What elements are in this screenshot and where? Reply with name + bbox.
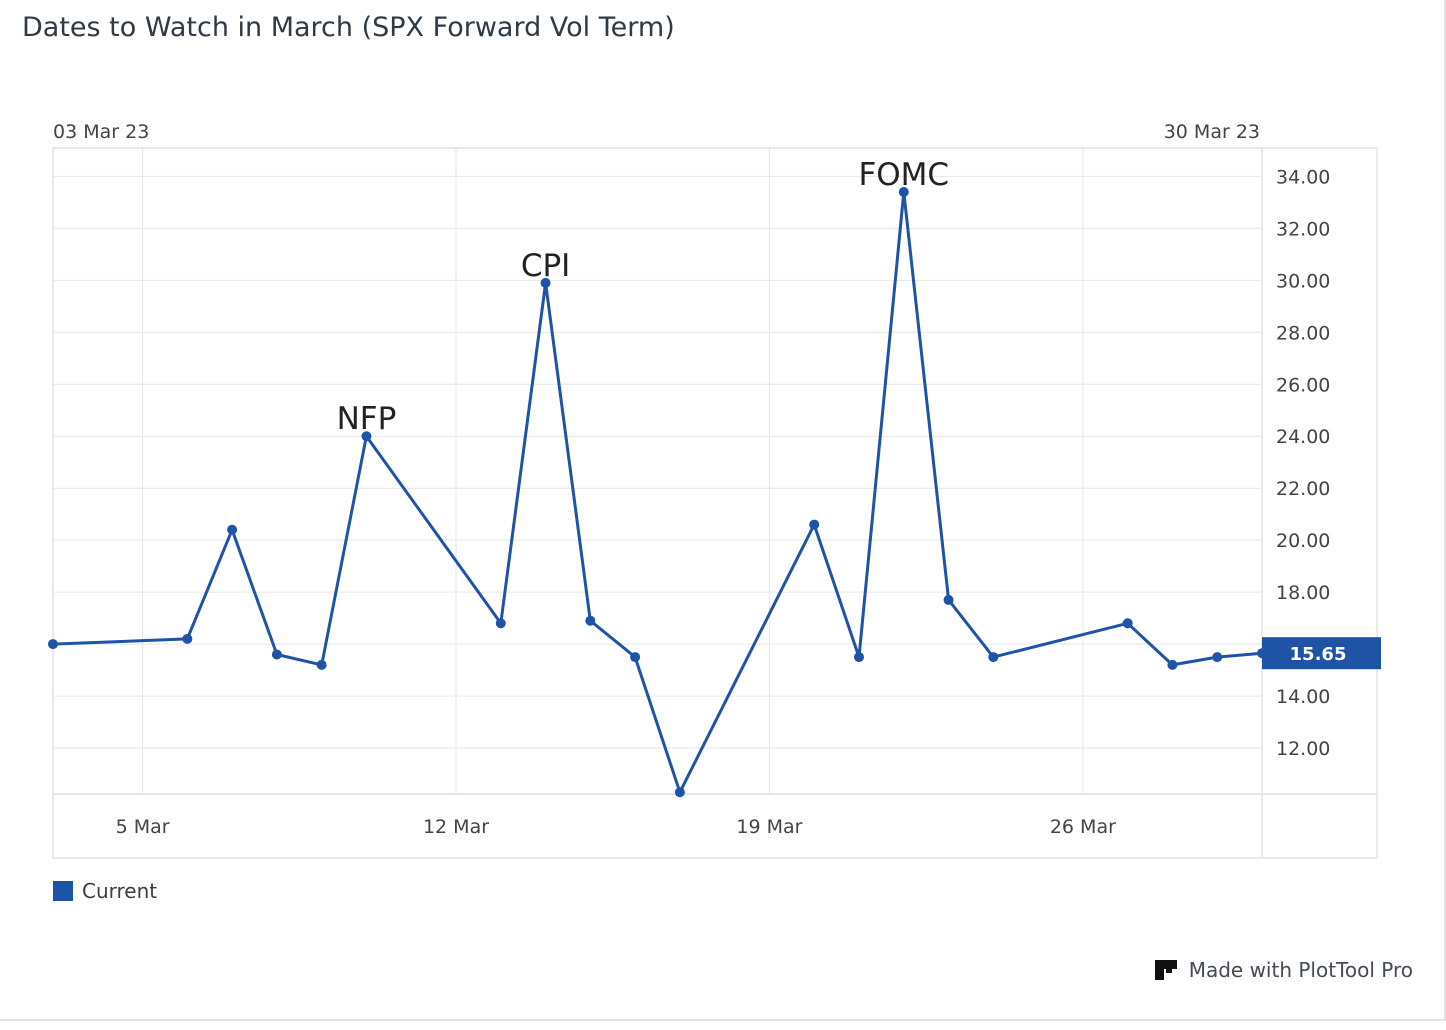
range-end-label: 30 Mar 23	[1164, 121, 1260, 143]
legend-swatch-current	[53, 881, 73, 901]
event-annotations: NFP CPI FOMC	[337, 157, 950, 437]
last-value-background	[1262, 637, 1381, 670]
data-point[interactable]	[854, 652, 864, 663]
data-point[interactable]	[227, 524, 238, 535]
data-point[interactable]	[271, 649, 282, 660]
grid-layer	[53, 148, 1262, 794]
data-point[interactable]	[361, 431, 372, 442]
data-point[interactable]	[585, 615, 596, 626]
y-tick-label: 34.00	[1276, 166, 1330, 188]
x-tick-label: 5 Mar	[116, 816, 170, 838]
plot-border	[52, 147, 1378, 859]
data-point[interactable]	[1167, 659, 1178, 670]
event-annotation: NFP	[337, 401, 397, 437]
y-tick-label: 32.00	[1276, 218, 1330, 240]
data-point[interactable]	[1122, 618, 1133, 629]
y-tick-label: 12.00	[1276, 738, 1330, 760]
y-tick-label: 18.00	[1276, 582, 1330, 604]
y-tick-labels: 12.0014.0016.0018.0020.0022.0024.0026.00…	[1276, 166, 1330, 760]
y-tick-label: 24.00	[1276, 426, 1330, 448]
y-tick-label: 22.00	[1276, 478, 1330, 500]
branding-text: Made with PlotTool Pro	[1188, 958, 1413, 982]
data-point[interactable]	[674, 787, 685, 798]
y-tick-label: 30.00	[1276, 270, 1330, 292]
chart-title: Dates to Watch in March (SPX Forward Vol…	[22, 12, 675, 43]
x-tick-label: 19 Mar	[736, 816, 802, 838]
legend-label-current: Current	[82, 879, 158, 903]
x-tick-label: 26 Mar	[1050, 816, 1116, 838]
plottool-logo-icon	[1154, 960, 1177, 980]
data-point[interactable]	[943, 594, 954, 605]
data-point[interactable]	[988, 652, 999, 663]
series-points	[48, 186, 1267, 798]
data-point[interactable]	[182, 633, 193, 644]
x-tick-labels: 5 Mar 12 Mar 19 Mar 26 Mar	[116, 816, 1117, 838]
branding[interactable]: Made with PlotTool Pro	[1153, 957, 1413, 983]
y-tick-label: 28.00	[1276, 322, 1330, 344]
data-point[interactable]	[809, 519, 820, 530]
data-point[interactable]	[898, 186, 909, 197]
data-point[interactable]	[48, 639, 58, 650]
last-value-label: 15.65	[1290, 644, 1347, 665]
data-point[interactable]	[495, 618, 506, 629]
data-point[interactable]	[1212, 652, 1223, 663]
y-tick-label: 20.00	[1276, 530, 1330, 552]
data-point[interactable]	[316, 659, 327, 670]
x-tick-label: 12 Mar	[423, 816, 489, 838]
y-tick-label: 14.00	[1276, 686, 1330, 708]
legend[interactable]: Current	[53, 879, 157, 903]
range-start-label: 03 Mar 23	[53, 121, 149, 143]
y-tick-label: 26.00	[1276, 374, 1330, 396]
last-value-badge: 15.65	[1262, 637, 1381, 670]
series-line-current[interactable]	[52, 190, 1263, 794]
event-annotation: FOMC	[858, 157, 949, 193]
data-point[interactable]	[630, 652, 641, 663]
data-point[interactable]	[540, 277, 551, 288]
event-annotation: CPI	[521, 248, 570, 284]
